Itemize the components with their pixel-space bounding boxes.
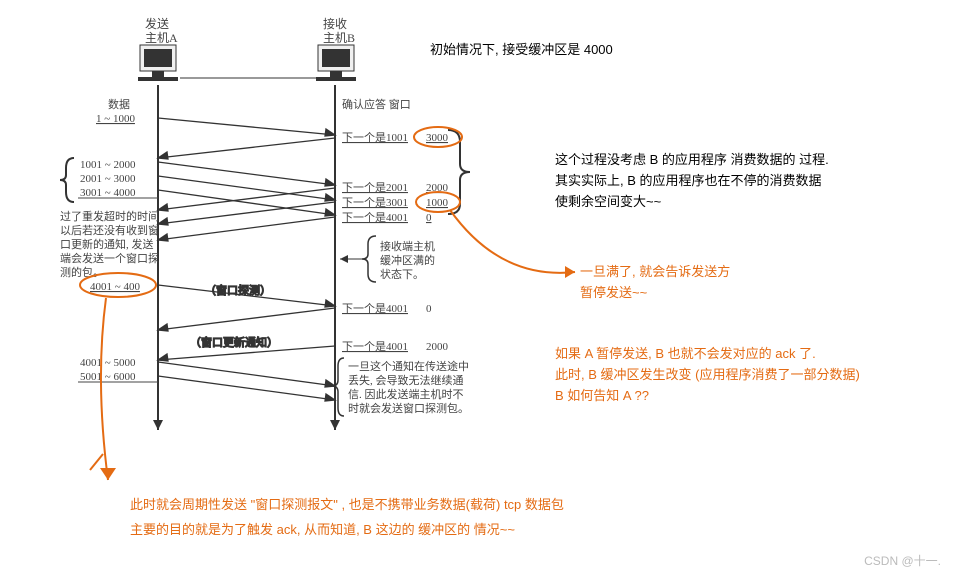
svg-text:（窗口探测）: （窗口探测） (205, 283, 271, 297)
note-full: 一旦满了, 就会告诉发送方 暂停发送~~ (580, 262, 730, 304)
svg-text:0: 0 (426, 303, 432, 315)
brace-right (440, 122, 480, 222)
note-process: 这个过程没考虑 B 的应用程序 消费数据的 过程. 其实实际上, B 的应用程序… (555, 150, 829, 212)
svg-text:5001 ~ 6000: 5001 ~ 6000 (80, 371, 136, 383)
svg-text:主机B: 主机B (323, 31, 355, 45)
svg-text:丢失, 会导致无法继续通: 丢失, 会导致无法继续通 (348, 373, 464, 387)
svg-text:接收端主机: 接收端主机 (380, 239, 435, 253)
svg-text:2000: 2000 (426, 341, 449, 353)
svg-text:（窗口更新通知）: （窗口更新通知） (190, 335, 278, 349)
watermark: CSDN @十一. (864, 552, 941, 569)
svg-text:以后若还没有收到窗: 以后若还没有收到窗 (60, 223, 159, 237)
svg-text:1 ~ 1000: 1 ~ 1000 (96, 113, 135, 125)
note-probe1: 此时就会周期性发送 "窗口探测报文" , 也是不携带业务数据(载荷) tcp 数… (130, 495, 564, 516)
tcp-flow-diagram: 发送 主机A 接收 主机B 数据 1 ~ 1000 1001 ~ 2000 20… (30, 10, 500, 470)
svg-text:缓冲区满的: 缓冲区满的 (380, 253, 435, 267)
host-b-icon (316, 45, 356, 81)
svg-text:时就会发送窗口探测包。: 时就会发送窗口探测包。 (348, 401, 469, 415)
svg-text:2001 ~ 3000: 2001 ~ 3000 (80, 173, 136, 185)
svg-text:下一个是4001: 下一个是4001 (342, 302, 408, 315)
svg-text:口更新的通知, 发送: 口更新的通知, 发送 (60, 237, 154, 251)
svg-text:信. 因此发送端主机时不: 信. 因此发送端主机时不 (348, 387, 464, 401)
svg-text:3001 ~ 4000: 3001 ~ 4000 (80, 187, 136, 199)
host-a-label: 发送 (145, 16, 169, 31)
svg-text:下一个是4001: 下一个是4001 (342, 211, 408, 224)
host-b-label: 接收 (323, 16, 347, 31)
svg-text:下一个是1001: 下一个是1001 (342, 131, 408, 144)
svg-text:数据: 数据 (108, 97, 130, 111)
svg-text:状态下。: 状态下。 (380, 267, 424, 281)
svg-text:一旦这个通知在传送途中: 一旦这个通知在传送途中 (348, 359, 469, 373)
svg-text:主机A: 主机A (145, 31, 178, 45)
svg-text:下一个是4001: 下一个是4001 (342, 340, 408, 353)
note-pause: 如果 A 暂停发送, B 也就不会发对应的 ack 了. 此时, B 缓冲区发生… (555, 344, 860, 406)
svg-text:4001 ~ 400: 4001 ~ 400 (90, 281, 140, 293)
svg-text:端会发送一个窗口探: 端会发送一个窗口探 (60, 251, 159, 265)
svg-text:4001 ~ 5000: 4001 ~ 5000 (80, 357, 136, 369)
svg-text:过了重发超时的时间: 过了重发超时的时间 (60, 209, 159, 223)
svg-text:1001 ~ 2000: 1001 ~ 2000 (80, 159, 136, 171)
svg-text:0: 0 (426, 212, 432, 224)
host-a-icon (138, 45, 178, 81)
svg-text:测的包。: 测的包。 (60, 265, 104, 279)
svg-text:下一个是2001: 下一个是2001 (342, 181, 408, 194)
note-probe2: 主要的目的就是为了触发 ack, 从而知道, B 这边的 缓冲区的 情况~~ (130, 520, 515, 541)
svg-text:确认应答 窗口: 确认应答 窗口 (342, 97, 411, 111)
note-initial: 初始情况下, 接受缓冲区是 4000 (430, 40, 613, 61)
svg-text:下一个是3001: 下一个是3001 (342, 196, 408, 209)
